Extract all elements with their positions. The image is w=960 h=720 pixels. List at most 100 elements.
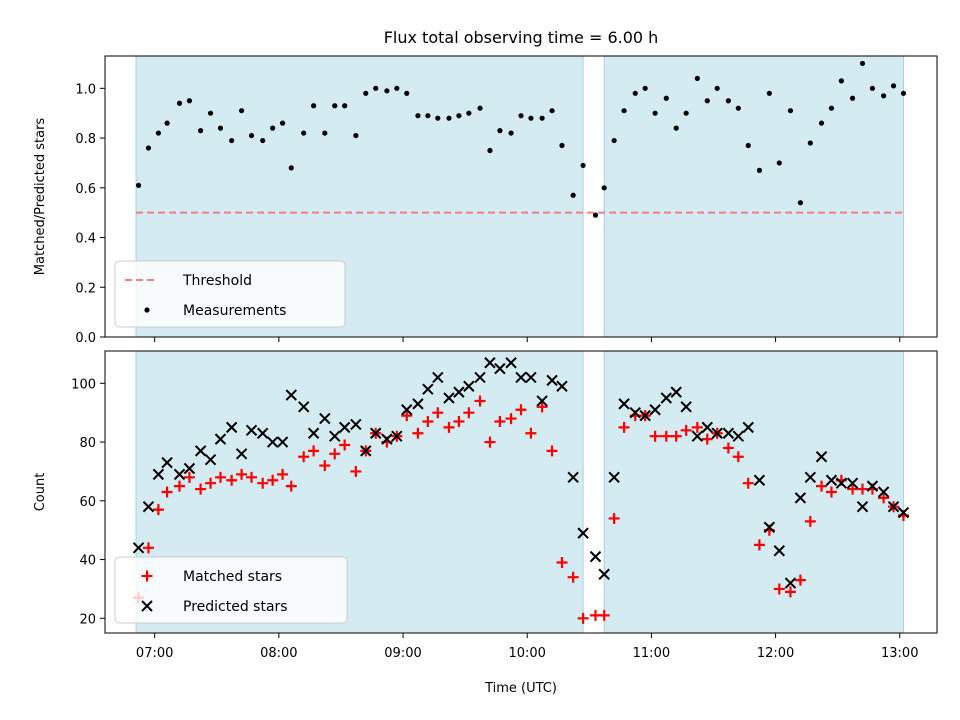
- x-axis-label: Time (UTC): [484, 681, 557, 696]
- matched-star-point: [142, 542, 154, 554]
- predicted-star-point: [711, 427, 723, 439]
- legend-predicted-swatch: [141, 600, 153, 612]
- matched-star-point: [753, 539, 765, 551]
- matched-star-point: [556, 557, 568, 568]
- predicted-star-point: [732, 430, 745, 442]
- count-y-tick-label: 80: [79, 436, 96, 451]
- matched-star-point: [453, 416, 465, 427]
- ratio-y-tick-label: 1.0: [75, 82, 96, 97]
- measurement-point: [198, 128, 204, 134]
- predicted-star-point: [680, 401, 692, 413]
- predicted-star-point: [338, 421, 351, 434]
- matched-star-point: [660, 430, 672, 442]
- legend-matched-swatch: [141, 570, 153, 582]
- count-legend-box: [114, 556, 348, 624]
- figure-title: Flux total observing time = 6.00 h: [384, 28, 659, 47]
- measurement-point: [508, 130, 514, 136]
- predicted-star-point: [825, 474, 838, 486]
- count-y-tick-label: 100: [71, 377, 96, 392]
- matched-star-point: [794, 574, 806, 586]
- predicted-star-point: [660, 392, 672, 404]
- matched-star-point: [804, 515, 816, 527]
- predicted-star-point: [577, 527, 589, 539]
- matched-star-point: [174, 480, 186, 492]
- measurement-point: [342, 103, 348, 109]
- measurement-point: [592, 212, 599, 218]
- predicted-star-point: [183, 462, 196, 475]
- predicted-star-point: [567, 471, 579, 484]
- matched-star-point: [350, 465, 362, 477]
- matched-star-point: [412, 427, 424, 439]
- ratio-shaded-interval: [604, 56, 904, 337]
- measurement-point: [787, 108, 794, 114]
- matched-star-point: [816, 480, 828, 492]
- count-y-tick-label: 20: [79, 612, 96, 627]
- predicted-star-point: [422, 383, 434, 395]
- measurement-point: [776, 160, 782, 166]
- matched-star-point: [670, 430, 682, 442]
- predicted-star-point: [443, 392, 455, 404]
- predicted-star-point: [142, 500, 155, 513]
- predicted-star-point: [276, 436, 289, 448]
- measurement-point: [601, 185, 607, 191]
- measurement-point: [838, 78, 844, 84]
- predicted-star-point: [608, 471, 620, 484]
- matched-star-point: [742, 477, 754, 489]
- legend-measurements-swatch: [144, 307, 150, 313]
- predicted-star-point: [360, 445, 372, 457]
- measurement-point: [714, 85, 720, 91]
- predicted-star-point: [670, 386, 682, 398]
- matched-star-point: [618, 421, 630, 433]
- measurement-point: [900, 90, 907, 96]
- legend-matched-label: Matched stars: [183, 569, 282, 585]
- measurement-point: [477, 105, 483, 111]
- predicted-star-point: [598, 568, 610, 580]
- matched-star-point: [598, 609, 610, 621]
- legend-measurements-label: Measurements: [183, 303, 286, 319]
- x-tick-label: 11:00: [633, 646, 670, 661]
- predicted-star-point: [285, 389, 297, 401]
- matched-star-point: [847, 483, 859, 495]
- measurement-point: [725, 98, 731, 104]
- measurement-point: [828, 105, 835, 111]
- matched-star-point: [161, 486, 173, 498]
- measurement-point: [288, 165, 294, 171]
- count-y-tick-label: 60: [79, 495, 96, 510]
- ratio-y-axis-label: Matched/Predicted stars: [33, 118, 48, 276]
- measurement-point: [528, 115, 534, 121]
- predicted-star-point: [214, 433, 227, 445]
- measurement-point: [518, 113, 524, 119]
- measurement-point: [766, 90, 772, 96]
- measurement-point: [260, 137, 266, 144]
- matched-star-point: [432, 407, 444, 419]
- matched-star-point: [308, 445, 320, 457]
- measurement-point: [570, 192, 576, 198]
- measurement-point: [332, 103, 338, 109]
- predicted-star-point: [763, 521, 776, 533]
- predicted-star-point: [235, 448, 248, 460]
- predicted-star-point: [773, 545, 786, 557]
- matched-star-point: [701, 433, 713, 445]
- predicted-star-point: [804, 471, 817, 484]
- predicted-star-point: [887, 500, 900, 513]
- measurement-point: [559, 142, 565, 149]
- matched-star-point: [732, 451, 744, 463]
- matched-star-point: [401, 410, 413, 422]
- predicted-star-point: [474, 371, 486, 384]
- predicted-star-point: [132, 542, 145, 554]
- predicted-star-point: [412, 398, 424, 410]
- matched-star-point: [680, 424, 692, 436]
- matched-star-point: [319, 460, 331, 472]
- predicted-star-point: [536, 395, 548, 407]
- matched-star-point: [546, 445, 558, 457]
- matched-star-point: [298, 451, 310, 463]
- measurement-point: [176, 100, 183, 106]
- ratio-y-tick-label: 0.0: [75, 331, 96, 346]
- matched-star-point: [285, 480, 297, 492]
- predicted-star-point: [161, 456, 173, 469]
- count-legend: Matched stars Predicted stars: [114, 556, 348, 624]
- predicted-star-point: [319, 412, 331, 425]
- matched-star-point: [443, 421, 455, 433]
- measurement-point: [621, 108, 627, 114]
